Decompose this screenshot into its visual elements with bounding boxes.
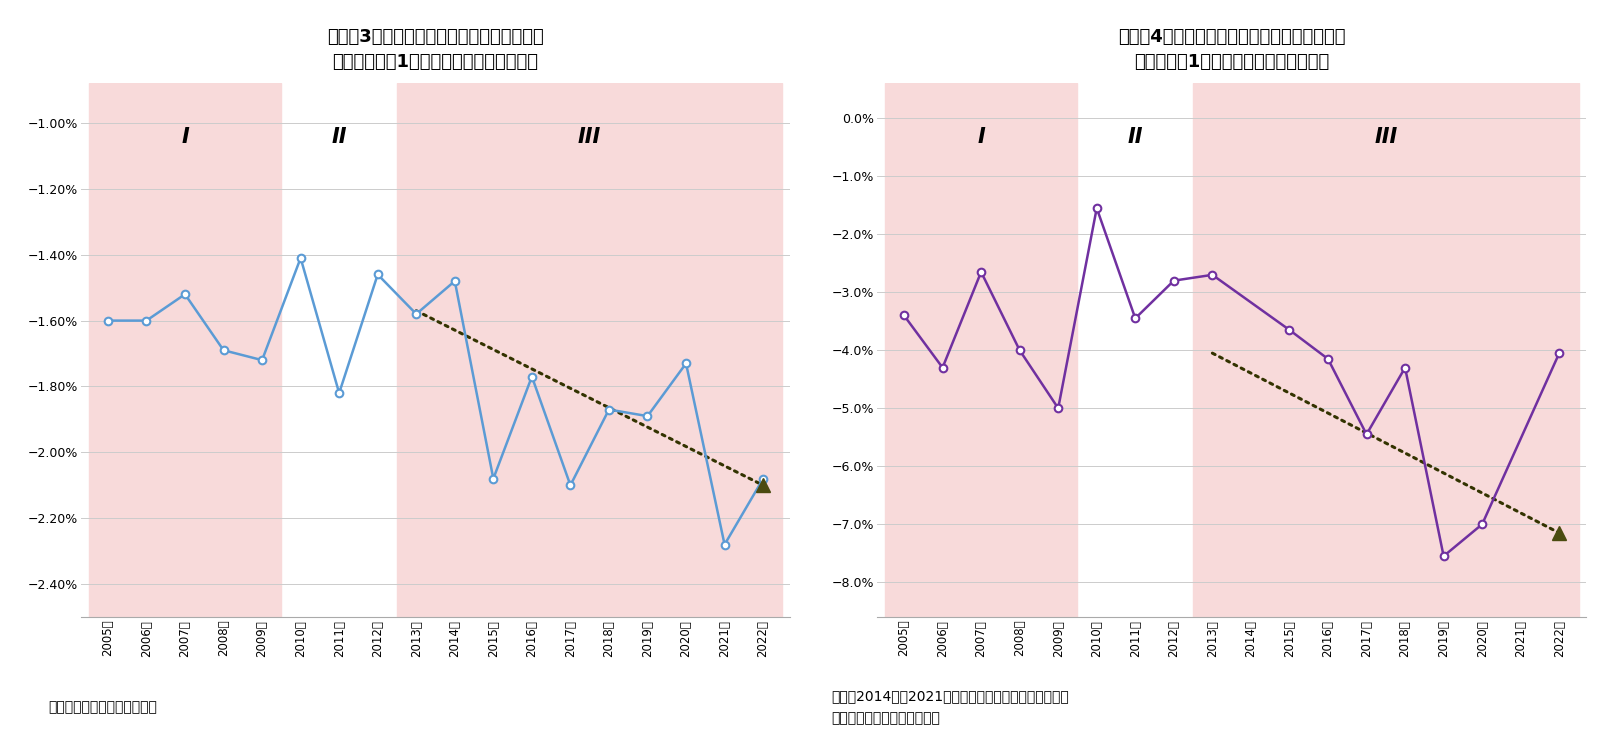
Text: III: III xyxy=(578,126,602,147)
Bar xyxy=(884,83,1078,617)
Title: 図表－4　「最寄り駅までのバス所用時間」の
回帰係数（1分増加あたりの価格変化）: 図表－4 「最寄り駅までのバス所用時間」の 回帰係数（1分増加あたりの価格変化） xyxy=(1119,28,1346,71)
Text: II: II xyxy=(331,126,347,147)
Bar xyxy=(397,83,783,617)
Text: （出所）ニッセイ基礎研究所: （出所）ニッセイ基礎研究所 xyxy=(831,711,939,725)
Text: II: II xyxy=(1128,126,1143,147)
Bar xyxy=(89,83,281,617)
Bar xyxy=(1193,83,1578,617)
Text: III: III xyxy=(1374,126,1398,147)
Text: I: I xyxy=(976,126,985,147)
Text: （出所）ニッセイ基礎研究所: （出所）ニッセイ基礎研究所 xyxy=(48,700,157,714)
Title: 図表－3　「最寄り駅までの徒歩所用時間」
の回帰係数（1分増加あたりの価格変化）: 図表－3 「最寄り駅までの徒歩所用時間」 の回帰係数（1分増加あたりの価格変化） xyxy=(328,28,544,71)
Text: I: I xyxy=(181,126,189,147)
Text: （注）2014年と2021年はバス便を利用する物件はなし: （注）2014年と2021年はバス便を利用する物件はなし xyxy=(831,689,1068,703)
